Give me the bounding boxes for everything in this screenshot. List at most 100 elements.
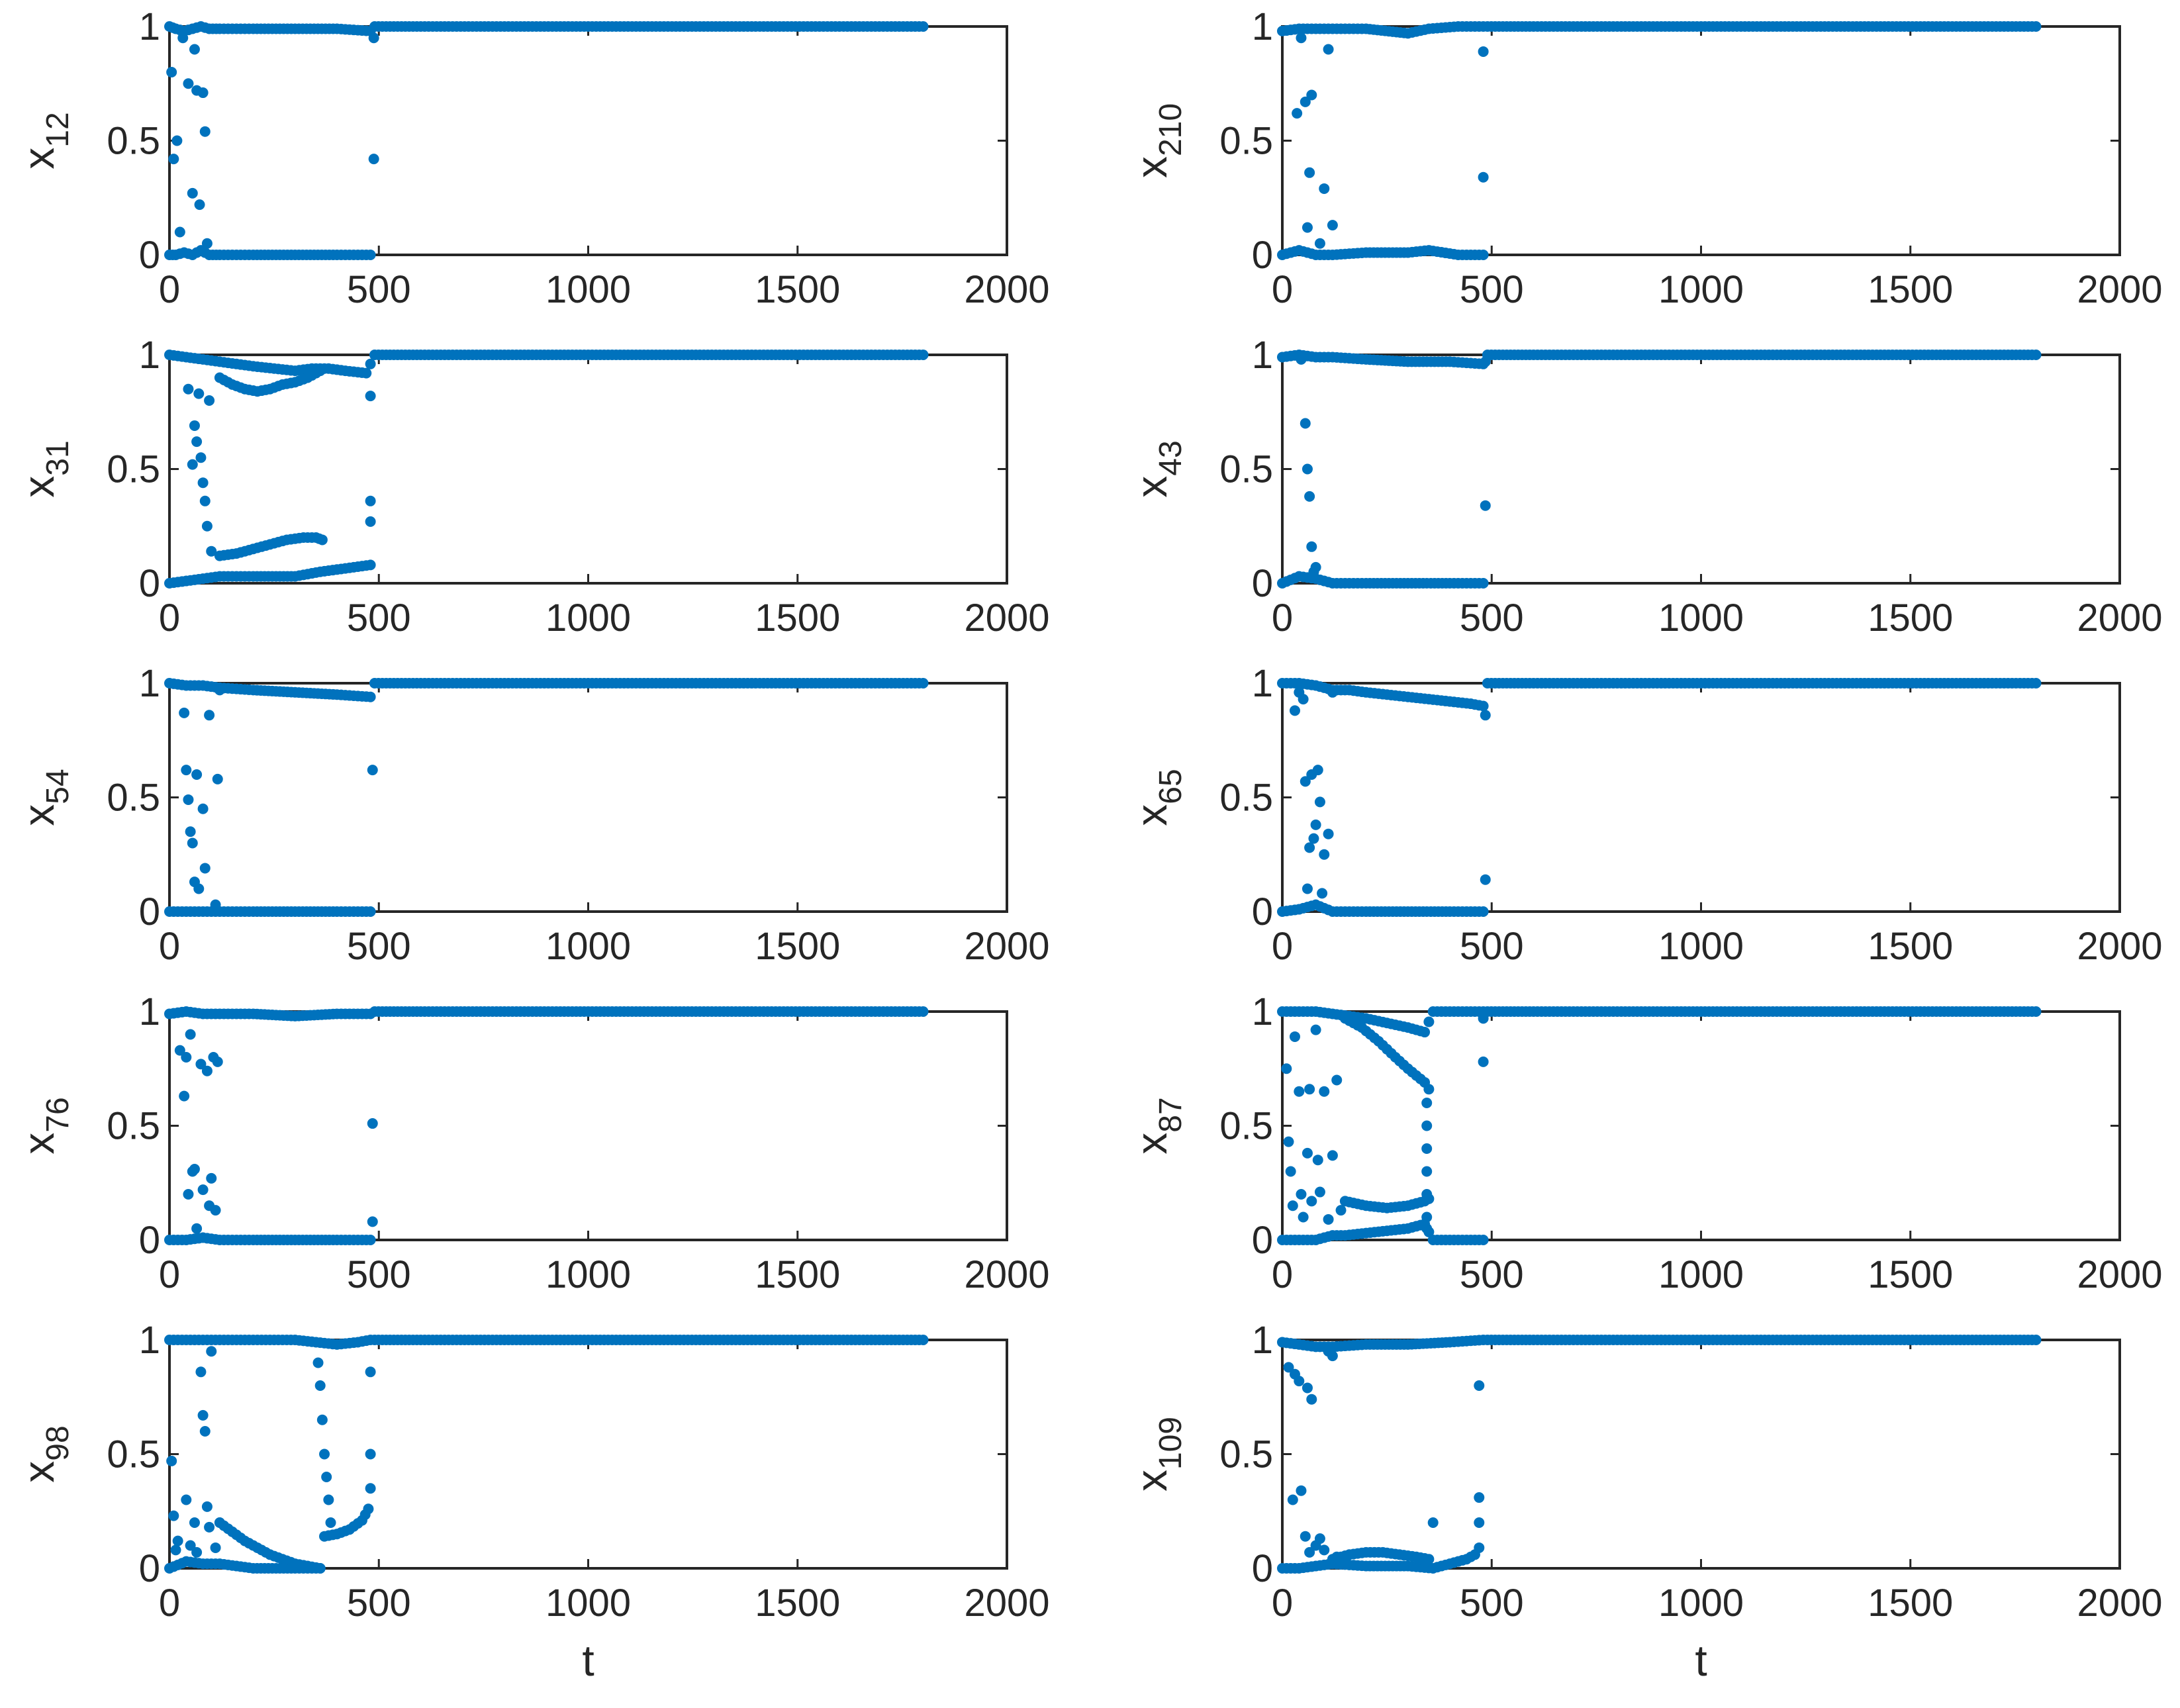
series-lower [1277, 1542, 1485, 1574]
data-point [210, 1542, 221, 1553]
y-tick-label: 0.5 [107, 1105, 160, 1148]
data-point [189, 1517, 200, 1528]
y-axis-label: x98 [14, 1425, 75, 1482]
data-point [1427, 1517, 1439, 1528]
data-point [1287, 1200, 1298, 1211]
data-point [197, 1409, 209, 1421]
data-point [2030, 1006, 2042, 1017]
y-axis-label: x109 [1127, 1417, 1188, 1492]
data-point [1294, 1376, 1305, 1387]
series-upper [1277, 21, 2042, 39]
data-point [181, 765, 192, 776]
data-point [214, 685, 225, 696]
y-tick-label: 0 [139, 1547, 160, 1590]
subplot-0: 0 500 1000 1500 2000 0 0.5 1 x12 [14, 5, 1050, 311]
x-tick-label: 1500 [1868, 268, 1953, 311]
y-tick-label: 0 [1252, 890, 1273, 933]
x-tick-label: 1000 [1658, 268, 1744, 311]
y-tick-label: 1 [1252, 5, 1273, 48]
data-point [189, 1164, 200, 1175]
data-point [1478, 1013, 1489, 1024]
y-tick-label: 0 [1252, 562, 1273, 605]
y-axis-label: x43 [1127, 440, 1188, 497]
x-tick-label: 0 [1272, 596, 1293, 640]
series-transient [1289, 687, 1491, 899]
x-tick-label: 1000 [545, 596, 631, 640]
data-point [193, 883, 205, 894]
x-tick-label: 500 [1460, 925, 1524, 968]
data-point [201, 238, 213, 249]
data-point [206, 546, 217, 557]
x-tick-label: 1000 [1658, 925, 1744, 968]
y-tick-label: 0 [139, 1219, 160, 1262]
data-point [1327, 1150, 1338, 1161]
data-point [212, 1056, 223, 1067]
data-point [185, 826, 196, 837]
data-point [365, 906, 376, 917]
y-axis-label-base: x [14, 1133, 63, 1155]
data-point [1478, 906, 1489, 917]
y-axis-label: x87 [1127, 1097, 1188, 1154]
subplot-5: 0 500 1000 1500 2000 0 0.5 1 x65 [1127, 662, 2163, 968]
data-point [1421, 1189, 1433, 1200]
data-point [1314, 796, 1325, 808]
data-point [1283, 1362, 1294, 1373]
y-axis-label-subscript: 98 [40, 1425, 75, 1460]
data-point [1302, 1382, 1313, 1394]
data-point [312, 1357, 324, 1368]
series-lower [1277, 899, 1489, 917]
data-point [1306, 541, 1317, 552]
data-point [365, 516, 376, 527]
x-tick-label: 0 [1272, 268, 1293, 311]
y-tick-label: 0.5 [1219, 120, 1273, 163]
data-point [187, 187, 198, 199]
data-point [918, 1006, 929, 1017]
x-tick-label: 1500 [755, 596, 840, 640]
data-point [199, 495, 211, 506]
data-point [206, 1172, 217, 1184]
data-point [170, 1544, 181, 1556]
x-tick-label: 2000 [964, 1253, 1049, 1296]
series-upper [1277, 1335, 2042, 1352]
y-tick-label: 1 [139, 662, 160, 705]
data-point [367, 765, 378, 776]
y-axis-label-base: x [14, 1461, 63, 1483]
data-point [2030, 678, 2042, 688]
y-axis-label-base: x [1127, 804, 1176, 826]
data-point [1306, 1394, 1317, 1405]
data-point [1298, 1211, 1309, 1223]
data-point [314, 365, 326, 377]
series-rise [319, 1503, 374, 1542]
data-point [918, 1335, 929, 1345]
data-point [187, 837, 198, 849]
data-point [181, 1494, 192, 1505]
plot-frame [1281, 1339, 2121, 1570]
data-point [365, 1483, 376, 1494]
data-point [1423, 1084, 1435, 1095]
data-point [191, 436, 203, 448]
data-point [1319, 849, 1330, 860]
data-point [179, 707, 190, 718]
series-transient [1283, 1346, 1485, 1562]
y-axis-label-subscript: 87 [1153, 1097, 1188, 1132]
data-point [365, 1235, 376, 1245]
data-point [1300, 1531, 1311, 1542]
data-point [1289, 1031, 1300, 1042]
data-point [189, 420, 200, 431]
data-point [1296, 32, 1307, 44]
y-axis-label: x12 [14, 112, 75, 169]
y-axis-label-subscript: 76 [40, 1097, 75, 1132]
data-point [1306, 89, 1317, 101]
x-tick-label: 1000 [545, 1582, 631, 1625]
data-point [201, 1501, 213, 1512]
y-tick-label: 1 [139, 1319, 160, 1362]
data-point [201, 1065, 213, 1076]
data-point [1294, 1086, 1305, 1097]
x-tick-label: 1000 [545, 925, 631, 968]
data-point [185, 1029, 196, 1040]
x-tick-label: 0 [159, 925, 180, 968]
series-transient [179, 685, 378, 910]
data-point [191, 769, 203, 780]
x-tick-label: 1000 [1658, 596, 1744, 640]
